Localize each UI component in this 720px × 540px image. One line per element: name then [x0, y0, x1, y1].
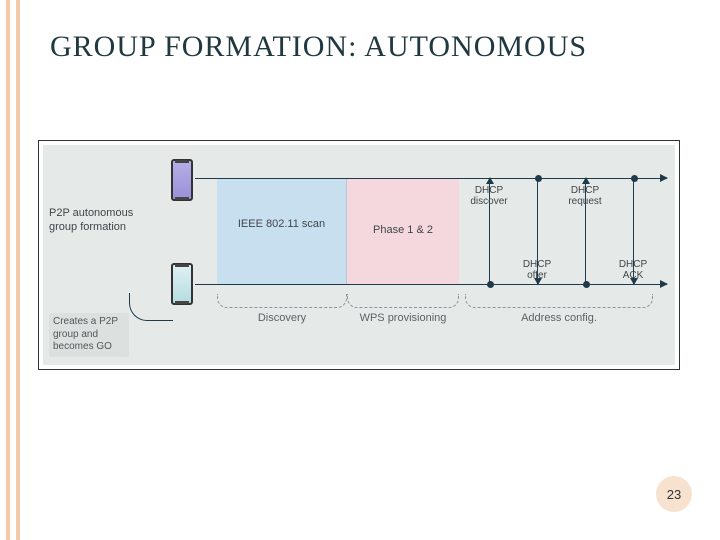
phone-icon-bottom	[171, 263, 193, 305]
phone-icon-top	[171, 159, 193, 201]
accent-stripe-thin	[16, 0, 20, 540]
dhcp-label: DHCP discover	[465, 185, 513, 207]
diagram-frame: P2P autonomous group formation Creates a…	[38, 140, 680, 370]
slide-title: GROUP FORMATION: AUTONOMOUS	[50, 30, 587, 64]
callout-curve	[129, 293, 173, 321]
phase-brace	[217, 294, 347, 308]
phase-brace	[465, 294, 653, 308]
timeline-top	[195, 178, 667, 179]
segment-scan: IEEE 802.11 scan	[217, 178, 347, 284]
dhcp-label: DHCP ACK	[609, 259, 657, 281]
phase-brace-label: WPS provisioning	[347, 312, 459, 324]
page-number-badge: 23	[656, 476, 692, 512]
title-text: GROUP FORMATION: AUTONOMOUS	[50, 30, 587, 63]
dhcp-label: DHCP offer	[513, 259, 561, 281]
creates-go-label: Creates a P2P group and becomes GO	[49, 313, 129, 357]
diagram: P2P autonomous group formation Creates a…	[43, 145, 675, 365]
page-number: 23	[667, 487, 681, 502]
timeline-bottom	[195, 284, 667, 285]
p2p-autonomous-label: P2P autonomous group formation	[49, 207, 139, 235]
phase-brace-label: Discovery	[217, 312, 347, 324]
segment-phase: Phase 1 & 2	[347, 178, 459, 284]
dhcp-label: DHCP request	[561, 185, 609, 207]
segment-scan-label: IEEE 802.11 scan	[217, 218, 346, 231]
phase-brace	[347, 294, 459, 308]
segment-phase-label: Phase 1 & 2	[347, 224, 459, 237]
phase-brace-label: Address config.	[465, 312, 653, 324]
